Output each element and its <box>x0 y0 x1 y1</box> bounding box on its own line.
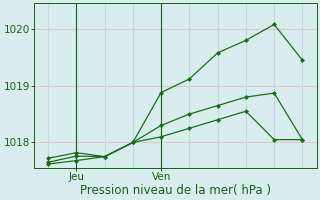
X-axis label: Pression niveau de la mer( hPa ): Pression niveau de la mer( hPa ) <box>80 184 271 197</box>
